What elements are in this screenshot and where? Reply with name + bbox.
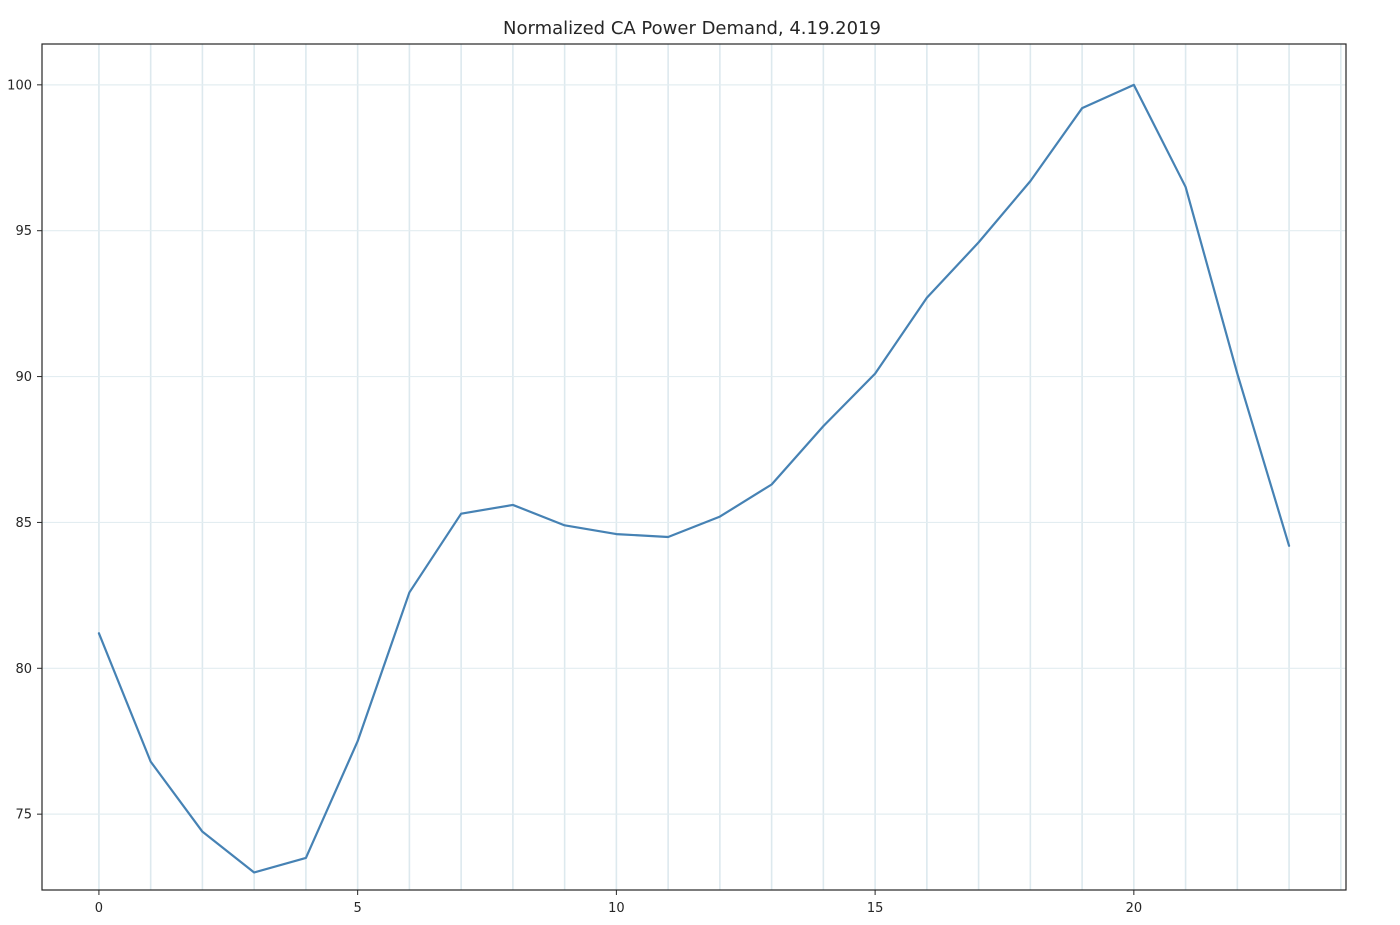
x-tick-label: 10 xyxy=(608,901,625,916)
plot-frame xyxy=(41,43,1347,891)
y-tick-label: 100 xyxy=(7,78,32,93)
x-tick-label: 20 xyxy=(1126,901,1143,916)
x-tick-label: 15 xyxy=(867,901,884,916)
x-tick-label: 5 xyxy=(354,901,362,916)
series-line xyxy=(97,83,1291,874)
axes: 0 5 10 15 20 75 80 85 90 95 100 xyxy=(7,78,1142,916)
chart-title: Normalized CA Power Demand, 4.19.2019 xyxy=(503,18,881,39)
y-tick-label: 80 xyxy=(15,662,32,677)
y-tick-label: 85 xyxy=(15,516,32,531)
grid xyxy=(42,44,1346,890)
y-tick-label: 75 xyxy=(15,808,32,823)
y-tick-label: 90 xyxy=(15,370,32,385)
x-tick-label: 0 xyxy=(95,901,103,916)
y-tick-label: 95 xyxy=(15,224,32,239)
series-layer xyxy=(97,83,1291,874)
